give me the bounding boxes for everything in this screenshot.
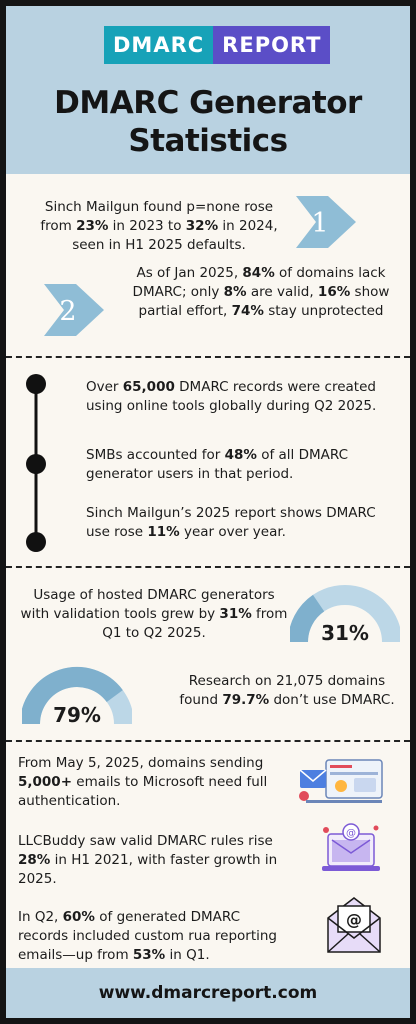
chevron-number-1-icon: 1 xyxy=(296,196,356,248)
chevron-number-2-icon: 2 xyxy=(44,284,104,336)
logo-part-report: REPORT xyxy=(213,26,331,64)
stat-pnone-text: Sinch Mailgun found p=none rose from 23%… xyxy=(40,199,278,253)
title-line-2: Statistics xyxy=(128,123,288,159)
section-divider xyxy=(6,740,410,742)
svg-text:@: @ xyxy=(346,828,356,839)
gauge-31: 31% xyxy=(290,585,400,645)
footer-url[interactable]: www.dmarcreport.com xyxy=(6,968,410,1018)
infographic-page: DMARC REPORT DMARC Generator Statistics … xyxy=(6,6,410,1018)
rua-reporting-text: In Q2, 60% of generated DMARC records in… xyxy=(18,909,278,963)
page-title: DMARC Generator Statistics xyxy=(6,84,410,160)
header: DMARC REPORT DMARC Generator Statistics xyxy=(6,6,410,174)
chevron-number-2: 2 xyxy=(59,296,76,327)
gauge-31-text: Usage of hosted DMARC generators with va… xyxy=(20,587,288,641)
chevron-number-1: 1 xyxy=(311,208,328,239)
gauge-31-label: 31% xyxy=(321,621,369,645)
email-laptop-icon: @ xyxy=(322,823,380,871)
timeline-item: Sinch Mailgun’s 2025 report shows DMARC … xyxy=(86,505,376,540)
title-line-1: DMARC Generator xyxy=(54,85,362,121)
timeline-item: Over 65,000 DMARC records were created u… xyxy=(86,379,377,414)
llcbuddy-text: LLCBuddy saw valid DMARC rules rise 28% … xyxy=(18,833,278,887)
dmarc-report-logo[interactable]: DMARC REPORT xyxy=(104,26,331,64)
timeline-item: SMBs accounted for 48% of all DMARC gene… xyxy=(86,447,349,482)
timeline-dot xyxy=(26,374,46,394)
envelope-at-icon: @ xyxy=(327,897,381,953)
section-divider xyxy=(6,356,410,358)
gauge-79: 79% xyxy=(22,667,132,727)
svg-text:@: @ xyxy=(346,910,362,929)
timeline-line xyxy=(26,374,46,552)
gauge-79-label: 79% xyxy=(53,703,101,727)
gauge-79-text: Research on 21,075 domains found 79.7% d… xyxy=(179,673,395,708)
timeline-dot xyxy=(26,532,46,552)
logo-part-dmarc: DMARC xyxy=(104,26,214,64)
microsoft-auth-text: From May 5, 2025, domains sending 5,000+… xyxy=(18,755,268,809)
email-dashboard-icon xyxy=(299,759,383,803)
timeline-dot xyxy=(26,454,46,474)
stat-domains-text: As of Jan 2025, 84% of domains lack DMAR… xyxy=(132,265,390,319)
section-divider xyxy=(6,566,410,568)
